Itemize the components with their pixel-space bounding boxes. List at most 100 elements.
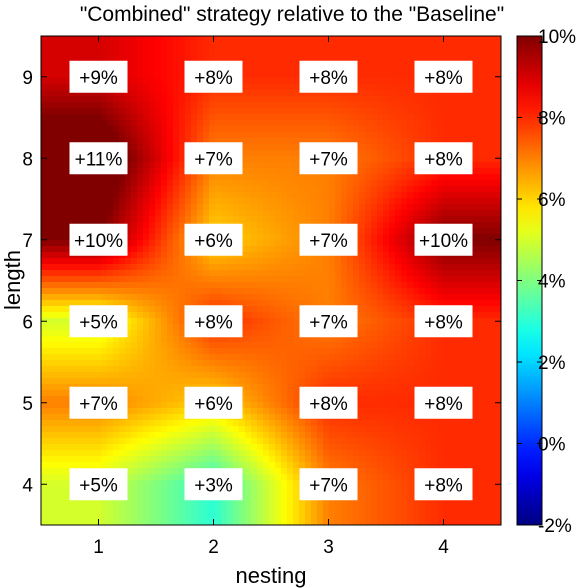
heatmap-cell-fill: [473, 378, 480, 385]
heatmap-cell-fill: [41, 114, 48, 121]
heatmap-cell-fill: [263, 402, 270, 409]
heatmap-cell-fill: [461, 216, 468, 223]
heatmap-cell-fill: [227, 114, 234, 121]
heatmap-cell-fill: [185, 354, 192, 361]
heatmap-cell-fill: [407, 90, 414, 97]
heatmap-cell-fill: [395, 222, 402, 229]
heatmap-cell-fill: [203, 378, 210, 385]
heatmap-cell-fill: [293, 54, 300, 61]
heatmap-cell-fill: [173, 342, 180, 349]
heatmap-cell-fill: [479, 384, 486, 391]
heatmap-cell-fill: [383, 324, 390, 331]
heatmap-cell-fill: [119, 96, 126, 103]
heatmap-cell-fill: [359, 138, 366, 145]
heatmap-cell-fill: [425, 108, 432, 115]
heatmap-cell-fill: [413, 270, 420, 277]
heatmap-cell-fill: [359, 270, 366, 277]
heatmap-cell-fill: [389, 54, 396, 61]
heatmap-cell-fill: [215, 126, 222, 133]
heatmap-cell-fill: [473, 264, 480, 271]
heatmap-cell-fill: [59, 66, 66, 73]
heatmap-cell-fill: [149, 66, 156, 73]
heatmap-cell-fill: [293, 252, 300, 259]
heatmap-cell-fill: [305, 210, 312, 217]
heatmap-cell-fill: [401, 246, 408, 253]
heatmap-cell-fill: [395, 114, 402, 121]
heatmap-cell-fill: [323, 348, 330, 355]
heatmap-cell-fill: [71, 42, 78, 49]
heatmap-cell-fill: [389, 36, 396, 43]
heatmap-cell-fill: [107, 276, 114, 283]
heatmap-cell-fill: [233, 96, 240, 103]
heatmap-cell-fill: [431, 108, 438, 115]
heatmap-cell-fill: [401, 90, 408, 97]
heatmap-cell-fill: [185, 420, 192, 427]
heatmap-cell-fill: [485, 288, 492, 295]
heatmap-cell-fill: [245, 186, 252, 193]
heatmap-cell-fill: [161, 348, 168, 355]
heatmap-cell-fill: [155, 54, 162, 61]
heatmap-cell-fill: [161, 126, 168, 133]
heatmap-cell-fill: [131, 42, 138, 49]
heatmap-cell-fill: [275, 180, 282, 187]
heatmap-cell-fill: [47, 360, 54, 367]
heatmap-cell-fill: [281, 150, 288, 157]
heatmap-cell-fill: [161, 102, 168, 109]
heatmap-cell-fill: [281, 372, 288, 379]
heatmap-cell-fill: [137, 150, 144, 157]
heatmap-cell-fill: [293, 132, 300, 139]
heatmap-cell-fill: [257, 222, 264, 229]
heatmap-cell-fill: [197, 42, 204, 49]
heatmap-cell-fill: [287, 48, 294, 55]
heatmap-cell-fill: [407, 126, 414, 133]
heatmap-cell-fill: [479, 66, 486, 73]
heatmap-cell-fill: [131, 366, 138, 373]
heatmap-cell-fill: [143, 234, 150, 241]
heatmap-cell-fill: [401, 120, 408, 127]
heatmap-cell-fill: [143, 312, 150, 319]
heatmap-cell-fill: [275, 150, 282, 157]
heatmap-cell-fill: [107, 216, 114, 223]
heatmap-cell-fill: [359, 96, 366, 103]
heatmap-cell-fill: [389, 114, 396, 121]
heatmap-cell-fill: [305, 300, 312, 307]
heatmap-cell-fill: [167, 138, 174, 145]
heatmap-cell-fill: [389, 420, 396, 427]
heatmap-cell-fill: [491, 150, 498, 157]
heatmap-cell-fill: [281, 378, 288, 385]
heatmap-cell-fill: [143, 372, 150, 379]
heatmap-cell-fill: [371, 228, 378, 235]
heatmap-cell-fill: [257, 96, 264, 103]
heatmap-cell-fill: [119, 120, 126, 127]
heatmap-cell-fill: [191, 264, 198, 271]
heatmap-cell-fill: [293, 336, 300, 343]
heatmap-cell-fill: [371, 324, 378, 331]
heatmap-cell-fill: [251, 318, 258, 325]
heatmap-cell-fill: [197, 282, 204, 289]
heatmap-cell-fill: [89, 54, 96, 61]
heatmap-cell-fill: [491, 396, 498, 403]
heatmap-cell-fill: [365, 120, 372, 127]
heatmap-cell-fill: [317, 336, 324, 343]
heatmap-cell-fill: [377, 246, 384, 253]
heatmap-cell-fill: [407, 36, 414, 43]
heatmap-cell-fill: [455, 114, 462, 121]
heatmap-cell-fill: [137, 264, 144, 271]
heatmap-cell-fill: [269, 234, 276, 241]
heatmap-cell-fill: [347, 378, 354, 385]
heatmap-cell-fill: [53, 360, 60, 367]
heatmap-cell-fill: [173, 276, 180, 283]
heatmap-cell-fill: [59, 78, 66, 85]
heatmap-cell-fill: [215, 282, 222, 289]
heatmap-cell-fill: [275, 264, 282, 271]
heatmap-cell-fill: [167, 54, 174, 61]
heatmap-cell-fill: [143, 60, 150, 67]
heatmap-cell-fill: [431, 48, 438, 55]
heatmap-cell-fill: [365, 210, 372, 217]
heatmap-cell-fill: [137, 72, 144, 79]
heatmap-cell-fill: [113, 180, 120, 187]
heatmap-cell-fill: [473, 72, 480, 79]
heatmap-cell-fill: [41, 306, 48, 313]
heatmap-cell-fill: [53, 300, 60, 307]
heatmap-cell-fill: [101, 126, 108, 133]
